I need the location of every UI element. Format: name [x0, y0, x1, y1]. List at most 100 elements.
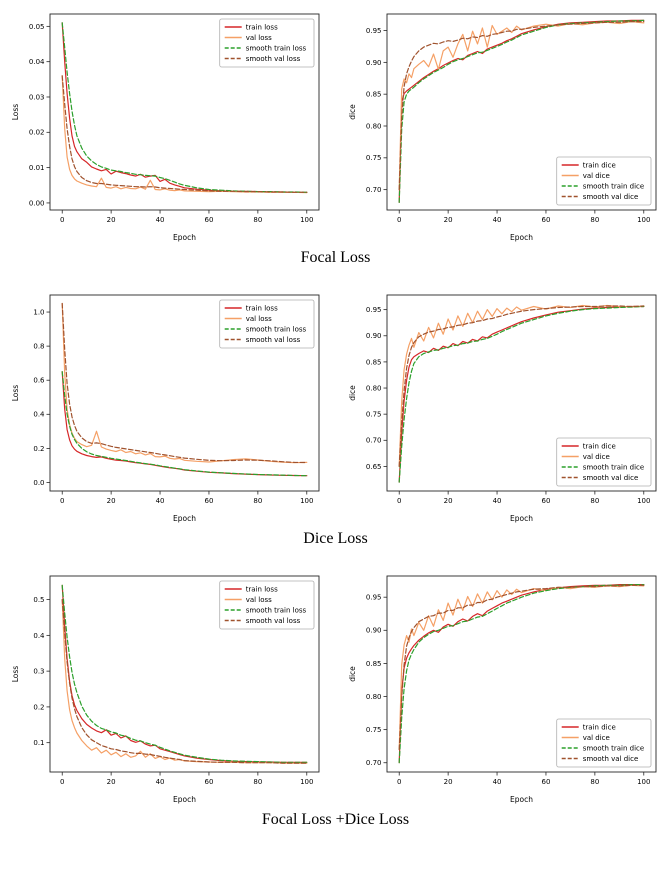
chart-svg: 0.70 0.75 0.80 0.85 0.90 0.95 0 20 40 60 80 100 dice…	[343, 6, 665, 246]
legend-label: smooth train loss	[246, 606, 307, 614]
x-tick-label: 60	[204, 778, 213, 786]
y-tick-label: 0.85	[366, 91, 382, 99]
focal-loss-dice-chart: 0.70 0.75 0.80 0.85 0.90 0.95 0 20 40 60 80 100 dice…	[343, 6, 665, 246]
y-tick-label: 0.70	[366, 759, 382, 767]
y-axis-label: dice	[348, 385, 357, 401]
x-tick-label: 80	[590, 778, 599, 786]
y-tick-label: 0.03	[29, 93, 45, 101]
x-tick-label: 0	[60, 778, 64, 786]
caption-focal-plus-dice-loss: Focal Loss +Dice Loss	[261, 811, 410, 828]
legend: train loss val loss smooth train loss smoot…	[219, 580, 315, 630]
x-axis-label: Epoch	[510, 514, 533, 523]
x-tick-label: 60	[541, 216, 550, 224]
legend-label: train loss	[246, 23, 278, 31]
x-tick-label: 0	[60, 497, 64, 505]
legend-label: train loss	[246, 304, 278, 312]
y-tick-label: 0.85	[366, 660, 382, 668]
chart-svg: 0.1 0.2 0.3 0.4 0.5 0 20 40 60 80 100 Loss Epoch trai…	[6, 568, 328, 808]
legend-label: smooth val dice	[583, 193, 639, 201]
y-tick-label: 0.90	[366, 627, 382, 635]
y-tick-label: 0.95	[366, 306, 382, 314]
plot-frame	[49, 294, 320, 492]
y-tick-label: 0.4	[33, 632, 45, 640]
legend-label: smooth val loss	[246, 336, 301, 344]
legend-label: val dice	[583, 172, 610, 180]
smooth-val-loss-line	[61, 302, 308, 464]
plot-frame	[386, 294, 657, 492]
smooth-train-loss-line	[61, 584, 308, 763]
y-tick-label: 0.2	[33, 703, 44, 711]
plot-frame	[386, 575, 657, 773]
x-tick-label: 20	[107, 216, 116, 224]
y-tick-label: 0.6	[33, 377, 45, 385]
x-tick-label: 40	[493, 497, 502, 505]
dice-loss-dice-chart: 0.65 0.70 0.75 0.80 0.85 0.90 0.95 0 20 40 60 80 100…	[343, 287, 665, 527]
x-tick-label: 80	[590, 497, 599, 505]
y-tick-label: 0.85	[366, 358, 382, 366]
x-axis-label: Epoch	[173, 233, 196, 242]
x-tick-label: 80	[253, 778, 262, 786]
section-focal-loss: 0.00 0.01 0.02 0.03 0.04 0.05 0 20 40 60 80 100 Loss…	[6, 6, 665, 267]
legend-label: smooth train dice	[583, 463, 645, 471]
x-tick-label: 100	[637, 778, 650, 786]
x-axis-label: Epoch	[173, 514, 196, 523]
legend-label: smooth train dice	[583, 744, 645, 752]
x-tick-label: 100	[300, 778, 313, 786]
y-tick-label: 0.75	[366, 726, 382, 734]
y-tick-label: 0.80	[366, 384, 382, 392]
smooth-val-dice-line	[398, 305, 645, 467]
section-dice-loss: 0.0 0.2 0.4 0.6 0.8 1.0 0 20 40 60 80 100 Loss Epoch t…	[6, 287, 665, 548]
x-tick-label: 40	[156, 216, 165, 224]
y-tick-label: 0.90	[366, 59, 382, 67]
y-axis-label: Loss	[11, 104, 20, 121]
legend-label: smooth train dice	[583, 182, 645, 190]
legend-label: train loss	[246, 585, 278, 593]
y-tick-label: 0.02	[29, 129, 45, 137]
legend-label: val loss	[246, 596, 272, 604]
chart-row-dice-loss: 0.0 0.2 0.4 0.6 0.8 1.0 0 20 40 60 80 100 Loss Epoch t…	[6, 287, 665, 527]
legend-label: val dice	[583, 453, 610, 461]
legend-label: smooth train loss	[246, 325, 307, 333]
legend: train dice val dice smooth train dice smoot…	[556, 437, 652, 487]
plot-frame	[386, 13, 657, 211]
y-tick-label: 0.3	[33, 668, 44, 676]
legend: train loss val loss smooth train loss smoot…	[219, 18, 315, 68]
y-tick-label: 0.5	[33, 596, 44, 604]
x-tick-label: 80	[253, 497, 262, 505]
x-tick-label: 20	[444, 778, 453, 786]
y-tick-label: 0.75	[366, 411, 382, 419]
x-tick-label: 40	[156, 497, 165, 505]
smooth-train-dice-line	[398, 19, 645, 203]
x-tick-label: 40	[156, 778, 165, 786]
y-axis-label: dice	[348, 666, 357, 682]
y-tick-label: 0.95	[366, 27, 382, 35]
smooth-train-loss-line	[61, 22, 308, 193]
y-tick-label: 0.0	[33, 479, 44, 487]
y-tick-label: 0.90	[366, 332, 382, 340]
y-tick-label: 0.1	[33, 739, 44, 747]
x-tick-label: 40	[493, 216, 502, 224]
chart-row-focal-plus-dice-loss: 0.1 0.2 0.3 0.4 0.5 0 20 40 60 80 100 Loss Epoch trai…	[6, 568, 665, 808]
y-tick-label: 0.8	[33, 343, 44, 351]
y-tick-label: 0.70	[366, 437, 382, 445]
legend-label: val loss	[246, 315, 272, 323]
x-tick-label: 0	[397, 497, 401, 505]
dice-loss-loss-chart: 0.0 0.2 0.4 0.6 0.8 1.0 0 20 40 60 80 100 Loss Epoch t…	[6, 287, 328, 527]
focal-loss-loss-chart: 0.00 0.01 0.02 0.03 0.04 0.05 0 20 40 60 80 100 Loss…	[6, 6, 328, 246]
chart-svg: 0.0 0.2 0.4 0.6 0.8 1.0 0 20 40 60 80 100 Loss Epoch t…	[6, 287, 328, 527]
x-axis-label: Epoch	[173, 795, 196, 804]
smooth-train-dice-line	[398, 305, 645, 483]
x-tick-label: 80	[590, 216, 599, 224]
x-tick-label: 20	[107, 497, 116, 505]
y-axis-label: Loss	[11, 385, 20, 402]
legend: train dice val dice smooth train dice smoot…	[556, 718, 652, 768]
y-tick-label: 0.04	[29, 58, 45, 66]
legend-label: smooth val dice	[583, 755, 639, 763]
x-tick-label: 60	[541, 497, 550, 505]
y-tick-label: 0.01	[29, 164, 45, 172]
chart-svg: 0.00 0.01 0.02 0.03 0.04 0.05 0 20 40 60 80 100 Loss…	[6, 6, 328, 246]
x-tick-label: 60	[541, 778, 550, 786]
x-tick-label: 0	[397, 216, 401, 224]
y-tick-label: 0.80	[366, 693, 382, 701]
